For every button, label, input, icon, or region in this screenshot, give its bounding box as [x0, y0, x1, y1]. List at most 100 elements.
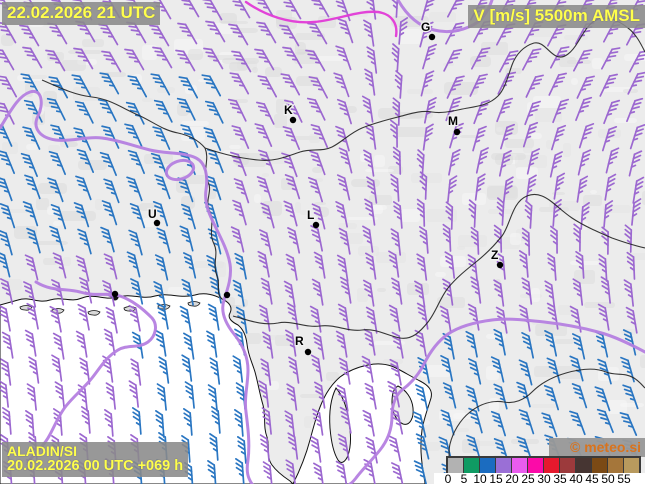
colorbar-cell [464, 458, 479, 476]
wind-barb [338, 147, 353, 174]
wind-barb [415, 433, 430, 460]
wind-barb [257, 250, 270, 278]
wind-barb [307, 22, 328, 45]
wind-barb [105, 382, 116, 410]
wind-barb [0, 358, 12, 386]
wind-barb [470, 226, 480, 255]
wind-barb [80, 406, 91, 434]
wind-barb [177, 22, 198, 45]
wind-barb [282, 126, 301, 150]
wind-barb [54, 381, 65, 409]
wind-barb [312, 332, 325, 360]
wind-barb [52, 252, 67, 279]
wind-barb [390, 408, 404, 435]
city-dot [223, 291, 231, 299]
isotach-20-magenta [244, 0, 398, 38]
wind-barb [446, 0, 465, 18]
wind-barb [472, 125, 487, 152]
wind-barb [103, 409, 114, 437]
colorbar-cell [512, 458, 527, 476]
wind-barb [203, 47, 224, 70]
wind-barb [232, 355, 244, 383]
colorbar-tick: 45 [585, 472, 599, 484]
wind-barb [465, 385, 480, 412]
wind-barb [335, 201, 349, 228]
wind-barb [526, 148, 541, 175]
wind-barb [601, 125, 618, 152]
wind-barb [307, 176, 324, 203]
wind-barb [206, 148, 224, 174]
wind-barb [620, 356, 635, 383]
wind-barb [421, 0, 435, 21]
wind-barb [283, 280, 296, 308]
wind-barb [446, 75, 465, 99]
city-label: G [421, 20, 430, 34]
wind-barb [521, 227, 531, 256]
wind-barb [361, 95, 374, 123]
wind-barb [391, 43, 400, 72]
wind-barb [310, 435, 322, 463]
wind-barb [285, 253, 298, 281]
wind-barb [0, 176, 13, 202]
wind-barb [100, 226, 115, 253]
wind-barb [442, 382, 457, 409]
model-run-label: 20.02.2026 00 UTC +069 h [7, 458, 184, 475]
colorbar-tick: 25 [521, 472, 535, 484]
wind-barb [46, 97, 66, 121]
wind-barb [286, 383, 298, 411]
colorbar-tick: 50 [601, 472, 615, 484]
wind-barb [48, 150, 66, 176]
wind-barb [493, 383, 508, 410]
wind-barb [416, 198, 426, 227]
wind-barb [365, 252, 377, 280]
wind-barb [493, 224, 503, 253]
wind-barb [126, 251, 141, 278]
wind-barb [490, 356, 505, 383]
wind-barb [390, 277, 403, 305]
colorbar-cell [528, 458, 543, 476]
wind-barb [313, 381, 326, 409]
wind-barb [154, 174, 171, 200]
wind-barb [422, 43, 437, 70]
city-marker: M [447, 113, 461, 136]
wind-barb [552, 98, 570, 124]
wind-barb [364, 68, 376, 96]
wind-barb [149, 24, 170, 47]
colorbar-tick: 30 [537, 472, 551, 484]
wind-barb [281, 0, 302, 20]
wind-barb [284, 329, 297, 357]
wind-barb [262, 461, 273, 484]
wind-barb [516, 381, 531, 408]
wind-barb [442, 332, 455, 360]
wind-barb [178, 76, 199, 99]
wind-barb [79, 357, 91, 385]
city-label: L [307, 208, 314, 222]
wind-barb [619, 412, 638, 436]
wind-barb [594, 386, 611, 412]
wind-barb [181, 203, 196, 230]
colorbar-cell [624, 458, 639, 476]
wind-barb [601, 226, 609, 255]
wind-barb [313, 251, 326, 279]
wind-barb [336, 98, 352, 125]
wind-barb [626, 97, 644, 123]
wind-barb [443, 48, 463, 72]
wind-barb [256, 176, 273, 202]
wind-barb [390, 0, 399, 18]
wind-barb [336, 254, 349, 282]
wind-barb [231, 50, 252, 73]
wind-barb [418, 226, 429, 254]
wind-barb [522, 121, 539, 148]
wind-barb [158, 356, 170, 384]
wind-barb [234, 252, 247, 280]
wind-barb [336, 174, 351, 201]
wind-barb [128, 229, 143, 256]
wind-barb [541, 412, 558, 438]
wind-barb [524, 100, 541, 126]
wind-barb [518, 304, 531, 332]
wind-barb [475, 147, 489, 174]
wind-barb [391, 331, 404, 359]
model-name-label: ALADIN/SI [7, 443, 77, 459]
wind-barb [631, 198, 642, 226]
